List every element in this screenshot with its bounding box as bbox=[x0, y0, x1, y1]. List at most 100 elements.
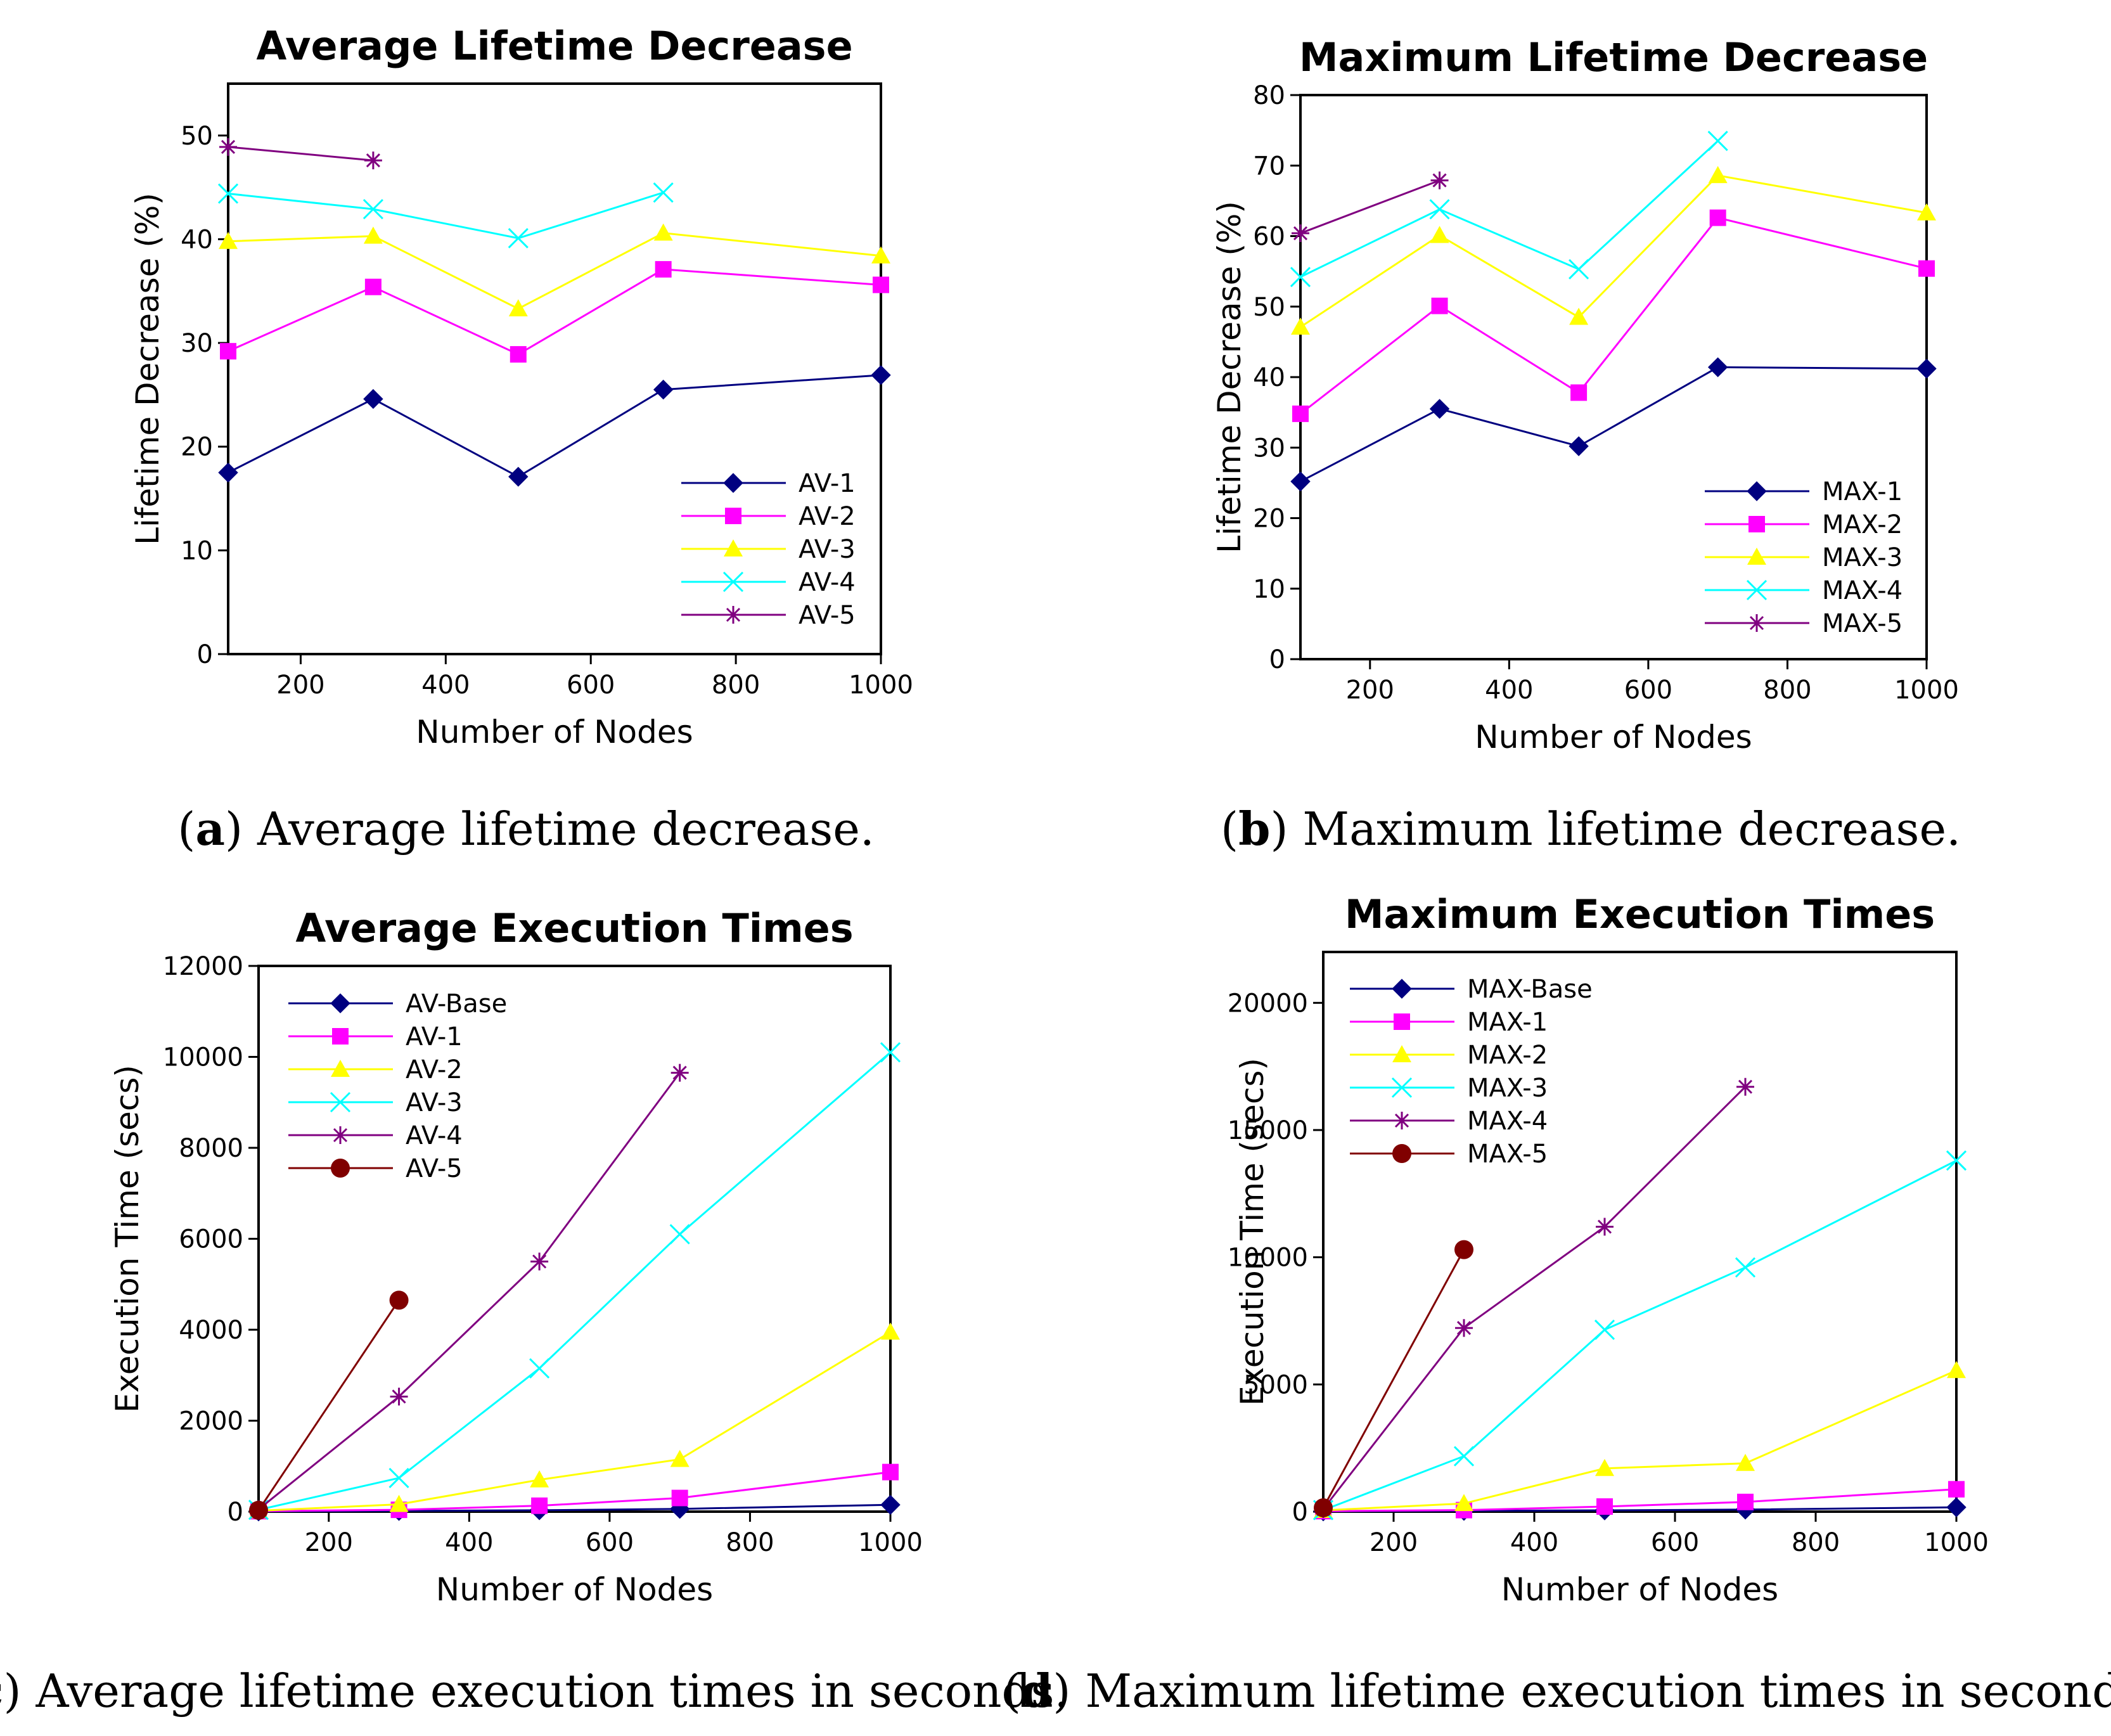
chart-title: Average Lifetime Decrease bbox=[256, 23, 852, 69]
data-point bbox=[670, 1450, 690, 1467]
data-point bbox=[871, 246, 890, 264]
data-point bbox=[364, 278, 382, 295]
legend-label: MAX-2 bbox=[1467, 1041, 1548, 1070]
data-point bbox=[653, 223, 673, 241]
legend-label: MAX-5 bbox=[1822, 609, 1902, 638]
data-point bbox=[1453, 1446, 1475, 1467]
y-axis-label: Execution Time (secs) bbox=[1234, 1058, 1271, 1406]
x-axis-label: Number of Nodes bbox=[436, 1571, 713, 1608]
legend-item-av-5: AV-5 bbox=[681, 601, 856, 630]
legend-marker bbox=[722, 571, 744, 593]
y-tick-label: 0 bbox=[228, 1498, 243, 1527]
plot-frame bbox=[1322, 951, 1958, 1513]
data-point bbox=[881, 1322, 900, 1340]
y-tick-label: 0 bbox=[1292, 1498, 1308, 1527]
caption-c: (c) Average lifetime execution times in … bbox=[0, 1664, 1069, 1718]
data-point bbox=[1917, 203, 1936, 221]
y-tick-label: 5000 bbox=[1243, 1370, 1308, 1399]
data-point bbox=[363, 389, 383, 409]
legend-marker bbox=[724, 539, 743, 556]
x-tick-label: 400 bbox=[1510, 1528, 1558, 1557]
data-point bbox=[1707, 357, 1728, 378]
legend-item-max-base: MAX-Base bbox=[1350, 975, 1593, 1004]
y-tick-label: 50 bbox=[181, 122, 213, 151]
chart-title: Average Execution Times bbox=[295, 905, 853, 951]
series-max-2 bbox=[1292, 209, 1935, 422]
series-max-3 bbox=[1312, 1150, 1967, 1521]
data-point bbox=[1454, 1494, 1473, 1512]
y-tick-label: 10000 bbox=[163, 1043, 243, 1072]
data-point bbox=[1431, 297, 1448, 314]
series-line bbox=[258, 1072, 681, 1510]
data-point bbox=[1429, 199, 1450, 220]
legend-item-max-2: MAX-2 bbox=[1705, 510, 1902, 539]
legend-label: MAX-4 bbox=[1467, 1107, 1548, 1136]
series-av-5 bbox=[249, 1290, 409, 1520]
legend-item-av-base: AV-Base bbox=[288, 989, 507, 1019]
legend-item-av-1: AV-1 bbox=[681, 469, 856, 498]
data-point bbox=[249, 1500, 268, 1520]
legend-item-av-4: AV-4 bbox=[288, 1121, 463, 1150]
y-tick-label: 10000 bbox=[1228, 1244, 1308, 1273]
x-tick-label: 1000 bbox=[1894, 676, 1959, 705]
x-axis-label: Number of Nodes bbox=[416, 714, 693, 750]
legend-label: AV-Base bbox=[406, 989, 507, 1019]
legend-marker bbox=[331, 1159, 350, 1178]
x-tick-label: 800 bbox=[1792, 1528, 1840, 1557]
data-point bbox=[655, 260, 672, 278]
data-point bbox=[1736, 1077, 1754, 1096]
data-point bbox=[364, 151, 382, 170]
x-tick-label: 400 bbox=[1485, 676, 1533, 705]
data-point bbox=[1736, 1453, 1755, 1471]
data-point bbox=[1946, 1150, 1967, 1171]
chart-title: Maximum Execution Times bbox=[1345, 891, 1935, 937]
legend-label: AV-3 bbox=[799, 535, 856, 564]
x-tick-label: 1000 bbox=[849, 671, 913, 700]
legend-item-av-2: AV-2 bbox=[288, 1055, 463, 1084]
x-tick-label: 800 bbox=[1763, 676, 1811, 705]
y-axis-label: Lifetime Decrease (%) bbox=[129, 193, 166, 545]
y-tick-label: 50 bbox=[1253, 293, 1285, 322]
x-tick-label: 1000 bbox=[858, 1528, 923, 1557]
legend-label: MAX-4 bbox=[1822, 576, 1902, 605]
y-tick-label: 2000 bbox=[179, 1407, 243, 1436]
data-point bbox=[363, 198, 383, 220]
legend-item-av-5: AV-5 bbox=[288, 1154, 463, 1183]
x-tick-label: 600 bbox=[1624, 676, 1672, 705]
data-point bbox=[1292, 405, 1309, 422]
data-point bbox=[1455, 1319, 1473, 1337]
data-point bbox=[1916, 358, 1937, 379]
x-axis-label: Number of Nodes bbox=[1475, 719, 1752, 755]
data-point bbox=[529, 1358, 550, 1379]
data-point bbox=[669, 1224, 690, 1245]
data-point bbox=[389, 1495, 409, 1512]
data-point bbox=[671, 1064, 689, 1082]
legend-item-av-3: AV-3 bbox=[681, 535, 856, 564]
legend-label: AV-1 bbox=[799, 469, 856, 498]
series-max-1 bbox=[1290, 357, 1937, 492]
y-tick-label: 6000 bbox=[179, 1225, 243, 1254]
y-axis-label: Execution Time (secs) bbox=[109, 1065, 146, 1413]
data-point bbox=[1737, 1493, 1754, 1510]
series-line bbox=[1300, 140, 1719, 278]
legend-marker bbox=[331, 1060, 350, 1077]
y-tick-label: 20 bbox=[1253, 505, 1285, 534]
legend-label: MAX-3 bbox=[1467, 1074, 1548, 1103]
data-point bbox=[531, 1497, 548, 1514]
caption-a: (a) Average lifetime decrease. bbox=[177, 802, 875, 856]
x-tick-label: 800 bbox=[712, 671, 760, 700]
data-point bbox=[530, 1470, 549, 1488]
legend-label: AV-2 bbox=[406, 1055, 463, 1084]
data-point bbox=[388, 1467, 409, 1488]
legend-marker bbox=[1392, 1045, 1411, 1062]
y-tick-label: 10 bbox=[181, 536, 213, 565]
plot-frame bbox=[1299, 94, 1928, 660]
y-tick-label: 20000 bbox=[1228, 989, 1308, 1018]
series-line bbox=[1322, 1086, 1747, 1510]
legend-marker bbox=[1392, 979, 1412, 999]
x-tick-label: 600 bbox=[586, 1528, 634, 1557]
legend-item-max-1: MAX-1 bbox=[1350, 1008, 1548, 1037]
series-max-5 bbox=[1314, 1240, 1473, 1517]
data-point bbox=[1429, 399, 1450, 419]
